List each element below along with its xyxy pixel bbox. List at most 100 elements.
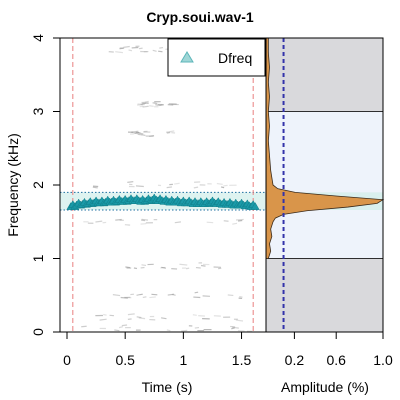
x-tick-label: 1.5 xyxy=(232,352,252,368)
noise-streak xyxy=(138,317,146,320)
y-tick-label: 2 xyxy=(30,181,46,189)
noise-streak xyxy=(161,317,167,320)
noise-streak xyxy=(114,329,120,332)
spectrum-x-tick-label: 0.6 xyxy=(326,352,346,368)
noise-streak xyxy=(135,132,144,135)
legend-label: Dfreq xyxy=(218,50,252,66)
spectrum-shaded-bands xyxy=(265,37,384,333)
noise-streak xyxy=(230,325,236,328)
noise-streak xyxy=(142,105,149,108)
noise-streak xyxy=(131,130,139,133)
spectrum-profile xyxy=(265,37,385,259)
noise-streak xyxy=(232,326,239,329)
noise-streak xyxy=(166,131,171,134)
chart-title: Cryp.soui.wav-1 xyxy=(146,9,254,25)
noise-streak xyxy=(136,316,142,319)
noise-streak xyxy=(161,266,166,269)
noise-streak xyxy=(136,294,140,296)
shaded-band xyxy=(265,258,384,333)
noise-streak xyxy=(167,293,175,296)
noise-streak xyxy=(218,267,222,270)
noise-streak xyxy=(185,267,190,270)
noise-streak xyxy=(193,186,199,189)
x-tick-label: 1 xyxy=(179,352,187,368)
spectrogram-y-axis: 0 1 2 3 4 xyxy=(30,34,60,336)
noise-streak xyxy=(239,296,243,298)
noise-streak xyxy=(220,186,225,189)
noise-streak xyxy=(99,318,107,321)
noise-streak xyxy=(174,182,180,185)
spectrum-frame xyxy=(265,37,384,333)
noise-streak xyxy=(179,263,188,266)
noise-streak xyxy=(237,219,243,222)
noise-streak xyxy=(120,296,128,299)
y-tick-label: 0 xyxy=(30,328,46,336)
noise-streak xyxy=(235,218,244,221)
y-tick-label: 3 xyxy=(30,107,46,115)
noise-streak xyxy=(149,135,155,137)
noise-streak xyxy=(139,293,143,296)
noise-streak xyxy=(135,185,144,188)
y-tick-label: 1 xyxy=(30,254,46,262)
spectrum-x-tick-label: 1.0 xyxy=(373,352,393,368)
noise-streak xyxy=(152,102,158,105)
noise-streak xyxy=(115,51,124,54)
spectrum-x-axis-label: Amplitude (%) xyxy=(281,379,369,395)
noise-streak xyxy=(166,186,173,189)
noise-streak xyxy=(152,49,157,52)
legend: Dfreq xyxy=(167,38,266,77)
noise-streak xyxy=(115,218,122,221)
noise-streak xyxy=(169,130,175,133)
noise-streak xyxy=(181,329,188,332)
noise-streak xyxy=(231,327,235,330)
noise-streak xyxy=(235,319,244,322)
noise-streak xyxy=(103,313,107,316)
noise-streak xyxy=(149,105,154,107)
noise-streak xyxy=(141,219,146,222)
noise-streak xyxy=(151,293,158,296)
noise-streak xyxy=(227,294,234,297)
noise-streak xyxy=(121,324,128,327)
y-axis-label: Frequency (kHz) xyxy=(5,133,21,236)
noise-streak xyxy=(140,102,146,105)
noise-streak xyxy=(140,223,147,225)
shaded-band xyxy=(265,37,384,112)
noise-streak xyxy=(159,46,164,49)
noise-streak xyxy=(142,296,147,299)
noise-streak xyxy=(141,218,149,221)
y-tick-label: 4 xyxy=(30,34,46,42)
noise-streak xyxy=(141,134,146,137)
noise-streak xyxy=(95,220,103,223)
noise-streak xyxy=(119,47,125,50)
spectrum-panel: 0.2 0.6 1.0 Amplitude (%) xyxy=(265,37,393,395)
noise-streak xyxy=(92,186,98,189)
dfreq-series xyxy=(66,193,260,210)
noise-streak xyxy=(112,294,121,297)
noise-streak xyxy=(127,181,134,183)
noise-streak xyxy=(206,221,214,224)
noise-streak xyxy=(194,291,199,294)
noise-streak xyxy=(123,45,130,48)
spectrum-x-tick-label: 0.2 xyxy=(285,352,305,368)
legend-marker-triangle xyxy=(180,51,194,63)
noise-streak xyxy=(192,314,197,316)
noise-streak xyxy=(166,329,171,332)
noise-streak xyxy=(127,313,135,316)
noise-streak xyxy=(149,296,156,299)
noise-streak xyxy=(138,47,143,50)
noise-streak xyxy=(174,221,182,224)
noise-streak xyxy=(144,100,149,103)
spectrogram-noise xyxy=(81,45,253,332)
noise-streak xyxy=(216,182,223,185)
noise-streak xyxy=(118,326,123,329)
noise-streak xyxy=(81,325,87,328)
noise-streak xyxy=(194,326,200,329)
noise-streak xyxy=(232,222,238,225)
spectrogram-x-axis: 0 0.5 1 1.5 xyxy=(63,332,251,368)
selection-lines xyxy=(72,38,254,332)
noise-streak xyxy=(155,104,159,106)
noise-streak xyxy=(131,131,138,134)
x-tick-label: 0.5 xyxy=(115,352,135,368)
